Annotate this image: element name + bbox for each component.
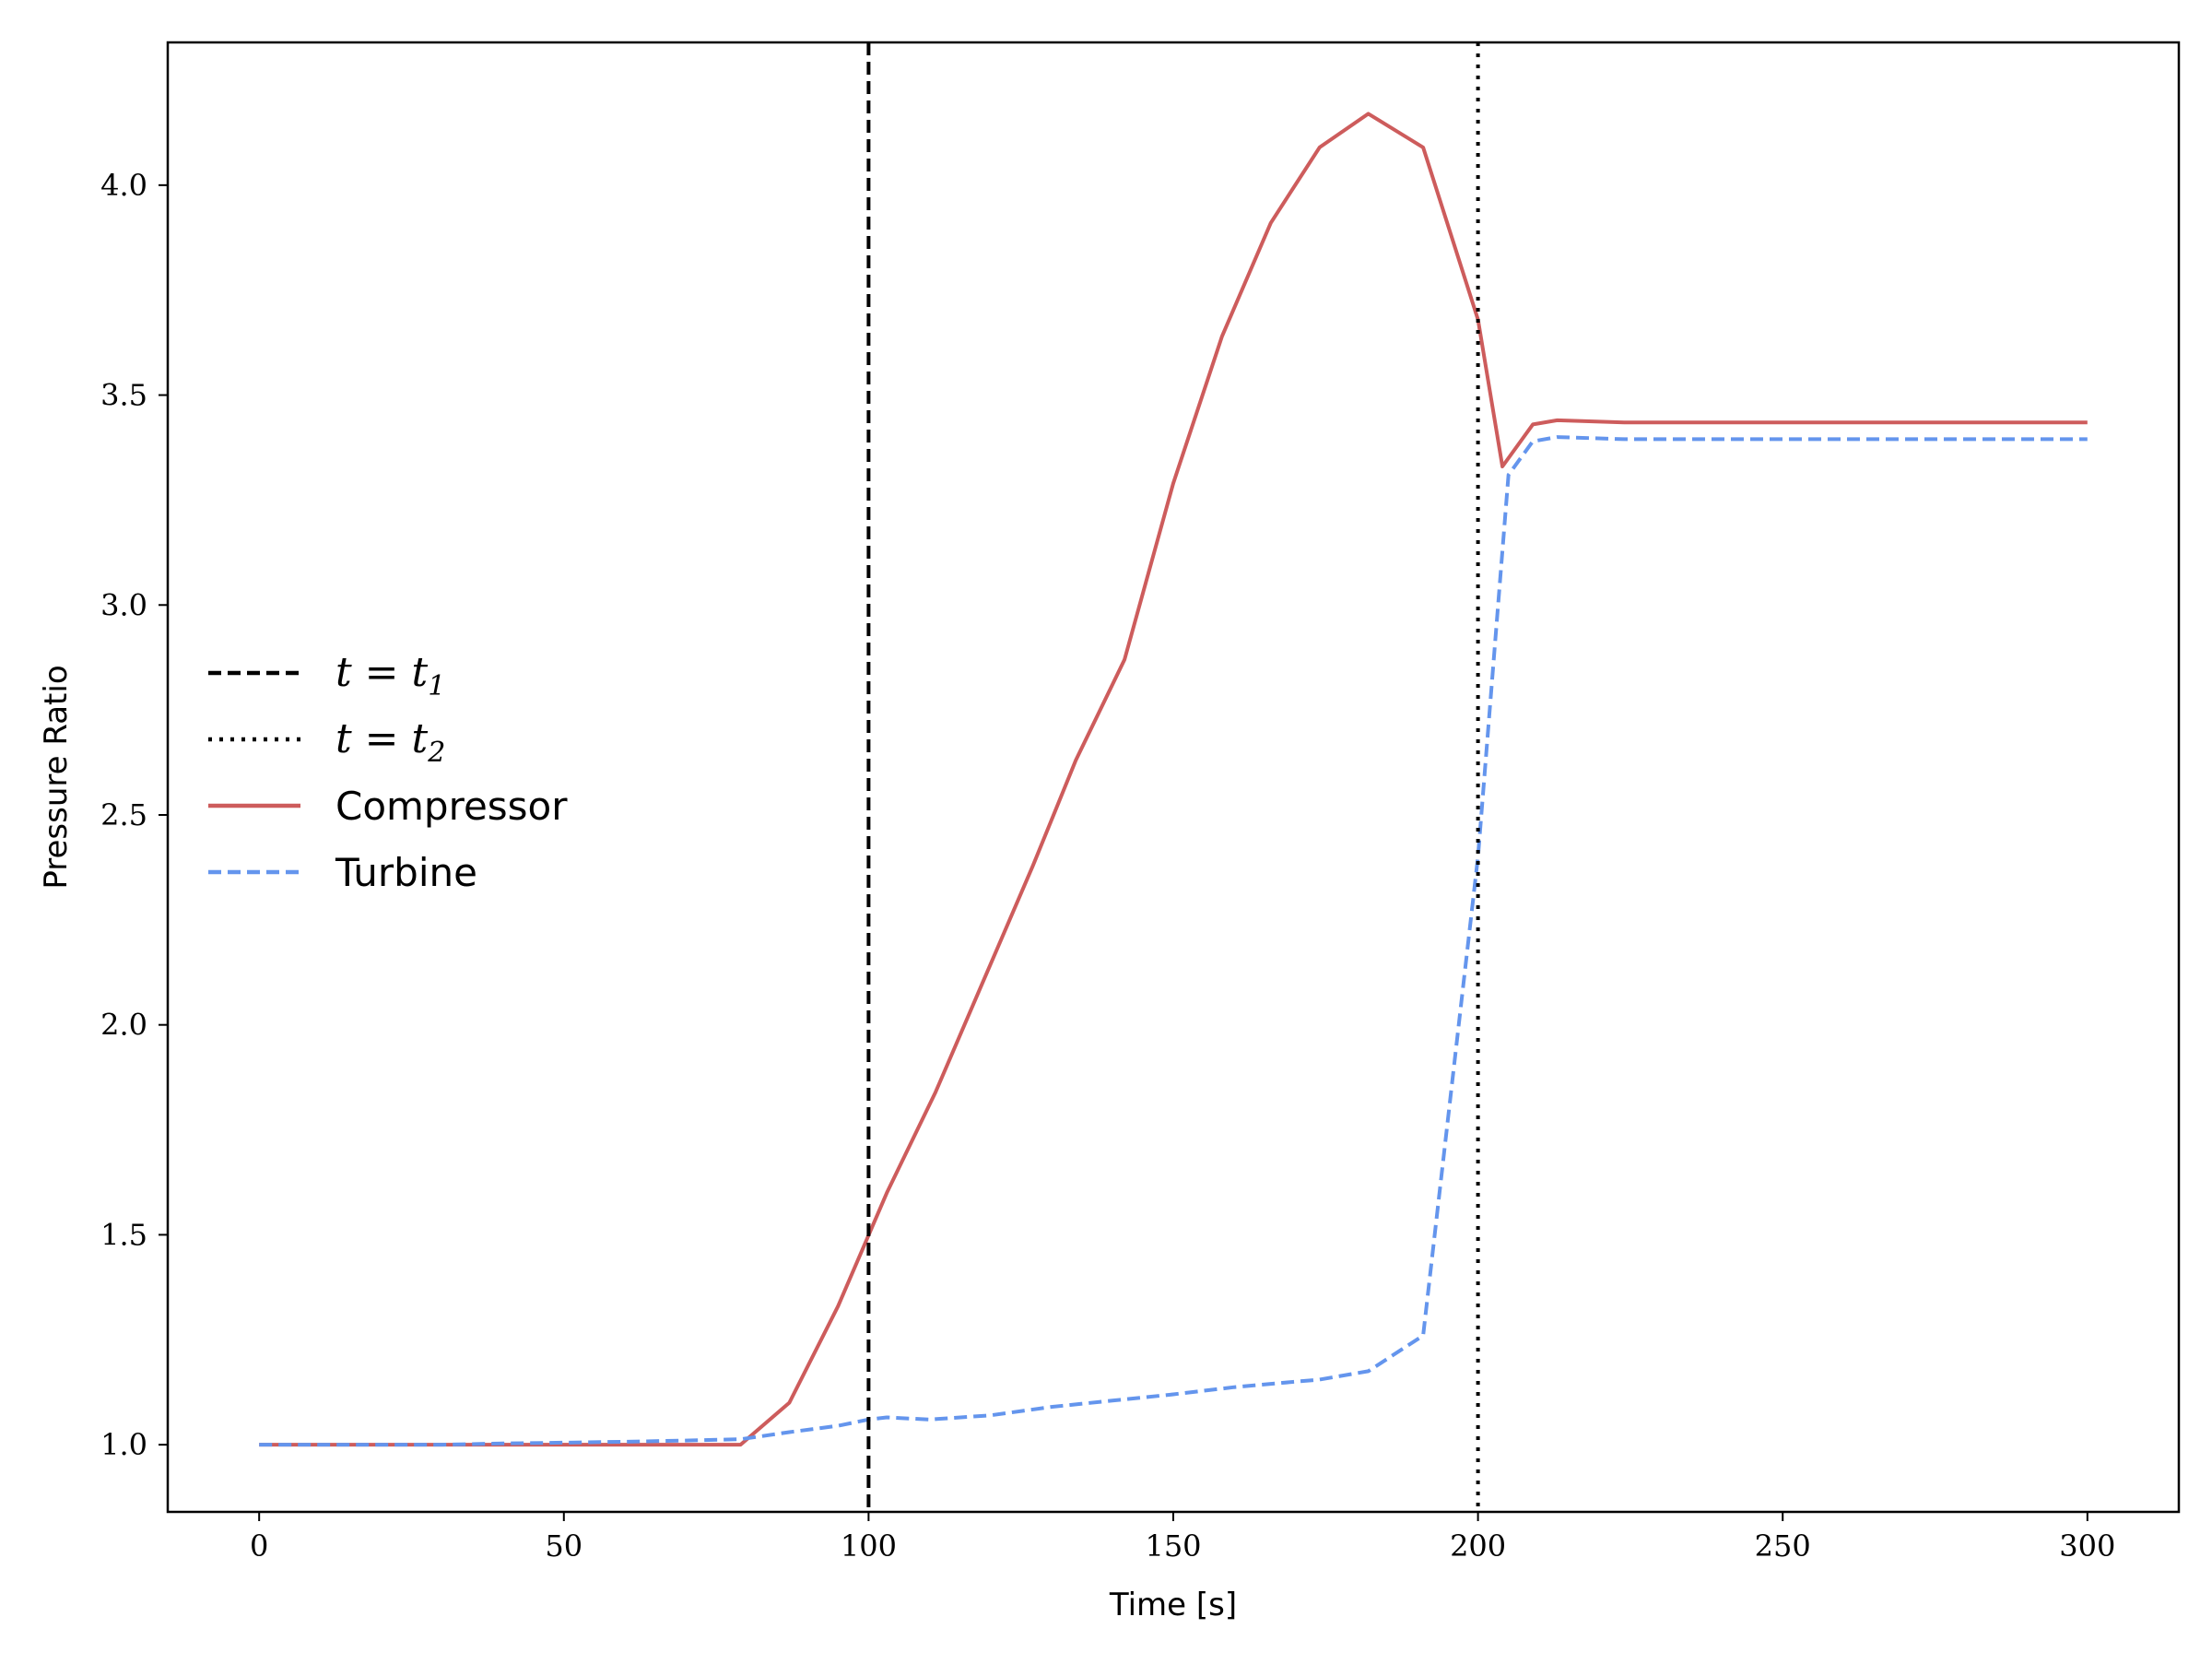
- legend-entry-t2-label: t = t2: [335, 715, 445, 769]
- legend-entry-turbine-label: Turbine: [335, 850, 477, 895]
- y-tick-label: 2.5: [100, 797, 147, 832]
- series-line-compressor: [259, 112, 2088, 1447]
- x-tick-label: 300: [2059, 1528, 2115, 1564]
- y-tick-label: 3.5: [100, 378, 147, 413]
- legend-entry-compressor-label: Compressor: [335, 784, 568, 829]
- x-tick-label: 200: [1450, 1528, 1506, 1564]
- y-tick-label: 3.0: [100, 587, 147, 622]
- x-tick-label: 250: [1755, 1528, 1811, 1564]
- x-axis-label: Time [s]: [1109, 1587, 1237, 1623]
- legend-entry-t1-label: t = t1: [335, 649, 445, 702]
- legend-entry-t2: t = t2: [208, 715, 445, 769]
- legend-entry-t1: t = t1: [208, 649, 445, 702]
- x-tick-label: 0: [250, 1528, 268, 1564]
- legend-entry-compressor: Compressor: [208, 784, 568, 829]
- y-tick-label: 1.0: [100, 1427, 147, 1462]
- x-tick-label: 50: [545, 1528, 582, 1564]
- y-axis-label: Pressure Ratio: [38, 665, 75, 889]
- x-tick-label: 100: [841, 1528, 897, 1564]
- y-tick-label: 4.0: [100, 168, 147, 203]
- series-line-turbine: [259, 435, 2088, 1447]
- legend-entry-t2-subscript: 2: [427, 737, 445, 769]
- legend-entry-turbine: Turbine: [208, 850, 477, 895]
- y-tick-label: 1.5: [100, 1217, 147, 1252]
- legend: t = t1 t = t2 Compressor Turbine: [208, 649, 568, 895]
- y-tick-label: 2.0: [100, 1008, 147, 1043]
- plot-layer: 0 50 100 150 200 250 300 1.0 1.5 2.0 2.5 3.0 3.5 4.0 T…: [38, 41, 2181, 1623]
- legend-entry-t1-subscript: 1: [428, 670, 445, 702]
- x-tick-label: 150: [1145, 1528, 1201, 1564]
